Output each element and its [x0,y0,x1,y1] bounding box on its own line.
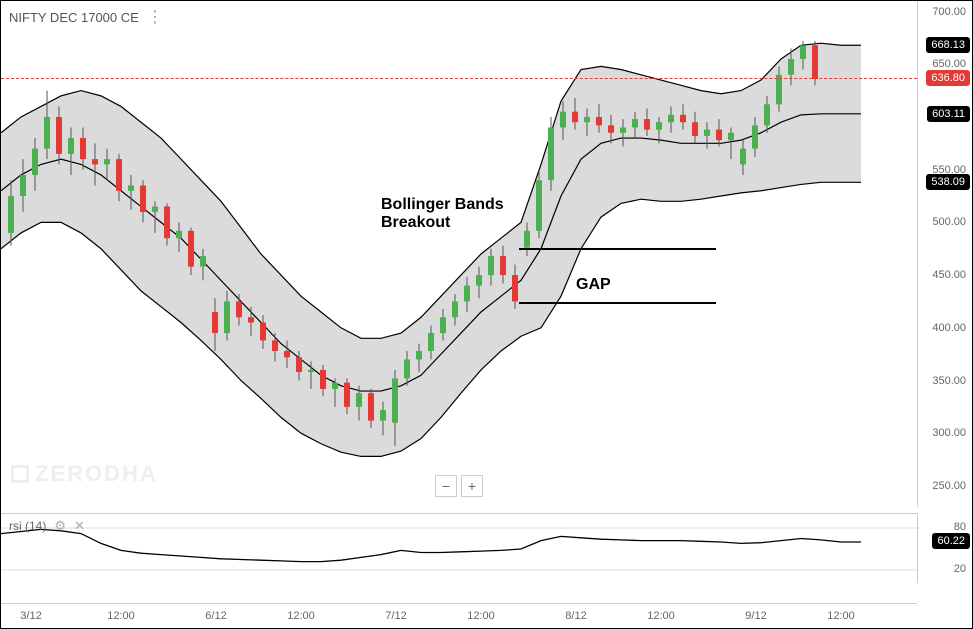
x-tick-label: 8/12 [565,610,586,622]
y-tick-label: 450.00 [932,269,966,281]
close-icon[interactable]: ✕ [74,518,85,534]
rsi-tick-label: 20 [954,563,966,575]
chart-header: NIFTY DEC 17000 CE ⋮ [9,7,163,27]
x-tick-label: 9/12 [745,610,766,622]
x-tick-label: 3/12 [20,610,41,622]
y-tick-label: 350.00 [932,375,966,387]
gear-icon[interactable]: ⚙ [54,518,66,534]
y-tick-label: 700.00 [932,6,966,18]
y-tick-label: 300.00 [932,427,966,439]
rsi-label: rsi (14) [9,519,46,533]
rsi-value-tag: 60.22 [932,533,970,549]
x-tick-label: 12:00 [827,610,855,622]
zoom-in-button[interactable]: + [461,475,483,497]
rsi-tick-label: 80 [954,521,966,533]
price-y-axis: 250.00300.00350.00400.00450.00500.00550.… [917,1,972,507]
price-tag: 668.13 [926,37,970,53]
last-price-line [1,78,917,79]
gap-line-bottom [519,302,716,304]
annotation-gap: GAP [576,276,611,294]
x-tick-label: 12:00 [467,610,495,622]
price-tag: 538.09 [926,174,970,190]
rsi-y-axis: 20 8060.22 [917,513,972,583]
x-tick-label: 12:00 [107,610,135,622]
gap-line-top [519,248,716,250]
price-panel[interactable]: ZERODHA − + Bollinger Bands Breakout GAP [1,1,917,507]
x-tick-label: 12:00 [287,610,315,622]
x-tick-label: 6/12 [205,610,226,622]
price-tag: 603.11 [927,106,970,122]
rsi-header: rsi (14) ⚙ ✕ [9,518,85,534]
rsi-panel[interactable]: rsi (14) ⚙ ✕ [1,513,917,583]
x-tick-label: 12:00 [647,610,675,622]
y-tick-label: 400.00 [932,322,966,334]
x-tick-label: 7/12 [385,610,406,622]
price-tag: 636.80 [926,70,970,86]
y-tick-label: 250.00 [932,480,966,492]
time-x-axis: 3/12 12:00 6/12 12:00 7/12 12:00 8/12 12:00 9/12… [1,603,917,628]
y-tick-label: 500.00 [932,216,966,228]
zoom-out-button[interactable]: − [435,475,457,497]
more-icon[interactable]: ⋮ [147,7,163,27]
watermark: ZERODHA [11,461,158,487]
annotation-bollinger-breakout: Bollinger Bands Breakout [381,196,504,232]
zoom-controls: − + [435,475,483,497]
instrument-title: NIFTY DEC 17000 CE [9,10,139,25]
y-tick-label: 650.00 [932,58,966,70]
chart-container: NIFTY DEC 17000 CE ⋮ ZERODHA − + Bolling… [0,0,973,629]
